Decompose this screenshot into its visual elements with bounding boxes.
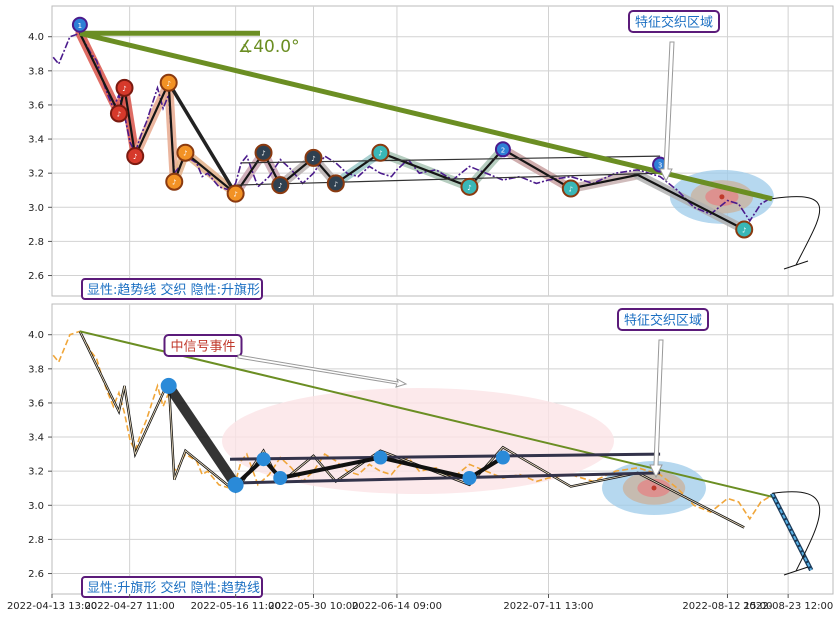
x-tick-label: 2022-04-27 11:00 bbox=[85, 601, 175, 612]
panel-caption: 显性:趋势线 交织 隐性:升旗形 bbox=[87, 282, 260, 298]
signal-marker-label: ♪ bbox=[166, 80, 170, 88]
forecast-line-inner bbox=[771, 492, 813, 571]
x-tick-label: 2022-05-30 10:00 bbox=[268, 601, 358, 612]
signal-marker-label: ♪ bbox=[172, 179, 176, 187]
flag-boundary-line bbox=[235, 172, 661, 186]
signal-marker bbox=[115, 78, 134, 97]
feature-zone-arrow bbox=[649, 339, 664, 479]
signal-marker bbox=[226, 184, 245, 203]
signal-arrow bbox=[237, 354, 408, 388]
x-tick-label: 2022-08-12 15:00 bbox=[682, 601, 772, 612]
flag-point bbox=[462, 471, 477, 485]
signal-marker bbox=[735, 220, 754, 239]
x-tick-label: 2022-04-13 13:00 bbox=[7, 601, 97, 612]
signal-marker-label: ♪ bbox=[261, 150, 265, 158]
signal-marker bbox=[304, 148, 323, 167]
signal-marker-label: ♪ bbox=[233, 191, 237, 199]
y-tick-label: 3.4 bbox=[28, 433, 44, 444]
y-tick-label: 3.0 bbox=[28, 501, 44, 512]
panel-caption: 显性:升旗形 交织 隐性:趋势线 bbox=[87, 580, 260, 596]
y-tick-label: 4.0 bbox=[28, 32, 44, 43]
signal-callout: 中信号事件 bbox=[170, 340, 235, 355]
signal-marker bbox=[126, 147, 145, 166]
signal-marker-label: ♪ bbox=[133, 153, 137, 161]
y-tick-label: 2.6 bbox=[28, 271, 44, 282]
signal-marker-label: ♪ bbox=[311, 155, 315, 163]
event-zone bbox=[222, 388, 614, 494]
y-tick-label: 2.8 bbox=[28, 237, 44, 248]
caption-box bbox=[81, 278, 263, 300]
signal-marker-label: ♪ bbox=[467, 184, 471, 192]
flag-pole bbox=[164, 383, 240, 488]
signal-marker bbox=[561, 179, 580, 198]
x-tick-label: 2022-07-11 13:00 bbox=[503, 601, 593, 612]
y-tick-label: 4.0 bbox=[28, 330, 44, 341]
signal-marker-label: ♪ bbox=[378, 150, 382, 158]
zone-center-dot bbox=[651, 485, 657, 491]
signal-marker bbox=[460, 177, 479, 196]
signal-marker bbox=[271, 176, 290, 195]
flag-point bbox=[160, 377, 177, 394]
projection-curve bbox=[772, 196, 821, 266]
chart-panel-bottom: 2.6 2.8 3.0 3.2 3.4 3.6 3.8 4.0 中信号事件 特征交织区域显性:升旗… bbox=[28, 303, 834, 598]
projection-curve-tip bbox=[783, 260, 809, 270]
signal-marker bbox=[254, 143, 273, 162]
signal-marker-label: 1 bbox=[78, 22, 82, 30]
signal-marker-label: ♪ bbox=[278, 182, 282, 190]
x-tick-label: 2022-06-14 09:00 bbox=[352, 601, 442, 612]
caption-box bbox=[81, 576, 263, 598]
feature-zone-callout: 特征交织区域 bbox=[635, 15, 713, 31]
signal-marker bbox=[371, 143, 390, 162]
y-tick-label: 3.0 bbox=[28, 203, 44, 214]
zone-center-dot bbox=[719, 194, 725, 200]
projection-curve-tip bbox=[783, 566, 809, 576]
feature-zone-callout-box bbox=[628, 10, 720, 33]
flag-pole-line bbox=[167, 81, 238, 195]
flag-point bbox=[273, 471, 288, 485]
signal-marker-label: 3 bbox=[658, 162, 662, 170]
angle-label: ∡40.0° bbox=[238, 37, 300, 57]
trend-zigzag-line bbox=[78, 32, 745, 231]
signal-marker bbox=[176, 143, 195, 162]
feature-zone-arrow bbox=[659, 41, 675, 183]
signal-marker bbox=[159, 73, 178, 92]
signal-marker bbox=[326, 174, 345, 193]
flag-point bbox=[373, 450, 388, 465]
signal-marker-label: ♪ bbox=[117, 110, 121, 118]
y-tick-label: 2.6 bbox=[28, 569, 44, 580]
y-tick-label: 3.2 bbox=[28, 169, 44, 180]
y-tick-label: 3.4 bbox=[28, 135, 44, 146]
flag-upper-line bbox=[229, 452, 661, 461]
y-tick-label: 3.8 bbox=[28, 364, 44, 375]
y-tick-label: 3.8 bbox=[28, 66, 44, 77]
flag-point bbox=[227, 476, 244, 493]
signal-marker bbox=[165, 172, 184, 191]
signal-callout-box bbox=[163, 334, 243, 357]
y-tick-label: 3.2 bbox=[28, 467, 44, 478]
y-tick-label: 2.8 bbox=[28, 535, 44, 546]
signal-marker-label: ♪ bbox=[742, 226, 746, 234]
y-tick-label: 3.6 bbox=[28, 100, 44, 111]
signal-marker-label: 2 bbox=[501, 146, 505, 154]
feature-zone-callout: 特征交织区域 bbox=[624, 313, 702, 329]
signal-marker bbox=[494, 141, 511, 158]
flag-point bbox=[256, 452, 271, 467]
y-tick-label: 3.6 bbox=[28, 398, 44, 409]
signal-marker-label: ♪ bbox=[183, 150, 187, 158]
signal-marker-label: ♪ bbox=[569, 186, 573, 194]
projection-curve bbox=[772, 491, 821, 572]
signal-marker bbox=[71, 16, 88, 33]
flag-point bbox=[495, 450, 510, 465]
signal-marker bbox=[109, 104, 128, 123]
x-tick-label: 2022-05-16 11:00 bbox=[191, 601, 281, 612]
signal-marker-label: ♪ bbox=[122, 85, 126, 93]
feature-zone-callout-box bbox=[617, 308, 709, 331]
flag-lower-line bbox=[229, 471, 661, 485]
signal-marker-label: ♪ bbox=[334, 180, 338, 188]
x-tick-label: 2022-08-23 12:00 bbox=[743, 601, 833, 612]
chart-panel-top: 2.6 2.8 3.0 3.2 3.4 3.6 3.8 4.0 ∡40.0° 1 2 3 ♪ ♪ ♪ ♪ ♪ ♪ ♪… bbox=[28, 5, 834, 300]
